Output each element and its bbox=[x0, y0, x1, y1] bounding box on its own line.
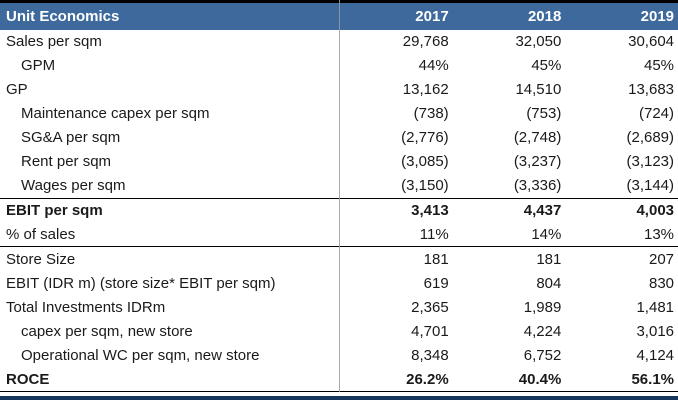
row-label: GPM bbox=[21, 57, 56, 75]
row-value: 8,348 bbox=[411, 346, 449, 364]
row-value: 181 bbox=[536, 250, 562, 268]
row-label: Total Investments IDRm bbox=[6, 298, 166, 316]
row-value: 14% bbox=[531, 225, 562, 243]
row-value: (3,123) bbox=[626, 153, 675, 171]
row-value: 32,050 bbox=[515, 33, 562, 51]
row-label: EBIT per sqm bbox=[6, 202, 103, 220]
table-row: Maintenance capex per sqm (738) (753) (724) bbox=[0, 102, 678, 126]
row-value: 2,365 bbox=[411, 298, 449, 316]
row-value: (2,776) bbox=[401, 129, 449, 147]
year-header-2018: 2018 bbox=[527, 8, 562, 25]
row-value: 4,437 bbox=[523, 202, 562, 220]
table-row: ROCE 26.2% 40.4% 56.1% bbox=[0, 367, 678, 391]
row-value: 56.1% bbox=[631, 370, 675, 388]
table-row: GP 13,162 14,510 13,683 bbox=[0, 78, 678, 102]
row-label: % of sales bbox=[6, 225, 76, 243]
row-value: (738) bbox=[413, 105, 449, 123]
row-value: (724) bbox=[638, 105, 675, 123]
row-value: 4,701 bbox=[411, 322, 449, 340]
row-value: 3,413 bbox=[411, 202, 449, 220]
row-value: (3,144) bbox=[626, 177, 675, 195]
row-label: ROCE bbox=[6, 370, 50, 388]
row-label: Operational WC per sqm, new store bbox=[21, 346, 260, 364]
row-label: Rent per sqm bbox=[21, 153, 112, 171]
row-value: 3,016 bbox=[636, 322, 675, 340]
row-value: (3,237) bbox=[513, 153, 562, 171]
row-value: (3,150) bbox=[401, 177, 449, 195]
row-value: (3,336) bbox=[513, 177, 562, 195]
row-value: 4,224 bbox=[523, 322, 562, 340]
row-value: 45% bbox=[531, 57, 562, 75]
row-value: 13,162 bbox=[402, 81, 449, 99]
row-value: 1,481 bbox=[636, 298, 675, 316]
row-value: 13% bbox=[643, 225, 675, 243]
row-label: EBIT (IDR m) (store size* EBIT per sqm) bbox=[6, 274, 276, 292]
row-value: 830 bbox=[648, 274, 675, 292]
row-value: (753) bbox=[526, 105, 562, 123]
table-row: SG&A per sqm (2,776) (2,748) (2,689) bbox=[0, 126, 678, 150]
table-row: Sales per sqm 29,768 32,050 30,604 bbox=[0, 30, 678, 54]
row-value: 207 bbox=[648, 250, 675, 268]
table-row: Wages per sqm (3,150) (3,336) (3,144) bbox=[0, 174, 678, 198]
row-value: 4,003 bbox=[636, 202, 675, 220]
row-value: 1,989 bbox=[523, 298, 562, 316]
table-row: capex per sqm, new store 4,701 4,224 3,016 bbox=[0, 319, 678, 343]
table-bottom-bar bbox=[0, 396, 678, 400]
row-value: 804 bbox=[536, 274, 562, 292]
table-row: Total Investments IDRm 2,365 1,989 1,481 bbox=[0, 295, 678, 319]
row-value: 45% bbox=[643, 57, 675, 75]
year-header-2019: 2019 bbox=[640, 8, 675, 25]
table-row: Rent per sqm (3,085) (3,237) (3,123) bbox=[0, 150, 678, 174]
table-title: Unit Economics bbox=[6, 8, 120, 25]
row-value: 40.4% bbox=[518, 370, 562, 388]
row-value: 11% bbox=[419, 225, 449, 243]
row-label: GP bbox=[6, 81, 28, 99]
row-value: 13,683 bbox=[628, 81, 675, 99]
table-row: Operational WC per sqm, new store 8,348 6,… bbox=[0, 343, 678, 367]
row-label: Wages per sqm bbox=[21, 177, 126, 195]
row-value: 30,604 bbox=[628, 33, 675, 51]
row-value: 4,124 bbox=[636, 346, 675, 364]
row-value: 29,768 bbox=[402, 33, 449, 51]
row-value: (2,689) bbox=[626, 129, 675, 147]
row-label: Sales per sqm bbox=[6, 33, 102, 51]
table-row: Store Size 181 181 207 bbox=[0, 247, 678, 271]
row-value: 619 bbox=[423, 274, 449, 292]
row-value: 14,510 bbox=[515, 81, 562, 99]
row-value: (2,748) bbox=[513, 129, 562, 147]
row-label: Store Size bbox=[6, 250, 76, 268]
row-value: 181 bbox=[423, 250, 449, 268]
row-label: SG&A per sqm bbox=[21, 129, 121, 147]
row-label: capex per sqm, new store bbox=[21, 322, 193, 340]
row-value: 6,752 bbox=[523, 346, 562, 364]
row-value: 26.2% bbox=[406, 370, 449, 388]
table-row: GPM 44% 45% 45% bbox=[0, 54, 678, 78]
table-row: EBIT (IDR m) (store size* EBIT per sqm) 6… bbox=[0, 271, 678, 295]
footer-gap bbox=[0, 392, 678, 396]
row-label: Maintenance capex per sqm bbox=[21, 105, 210, 123]
year-header-2017: 2017 bbox=[415, 8, 449, 25]
row-value: (3,085) bbox=[401, 153, 449, 171]
row-value: 44% bbox=[418, 57, 449, 75]
column-divider-line bbox=[339, 0, 340, 392]
